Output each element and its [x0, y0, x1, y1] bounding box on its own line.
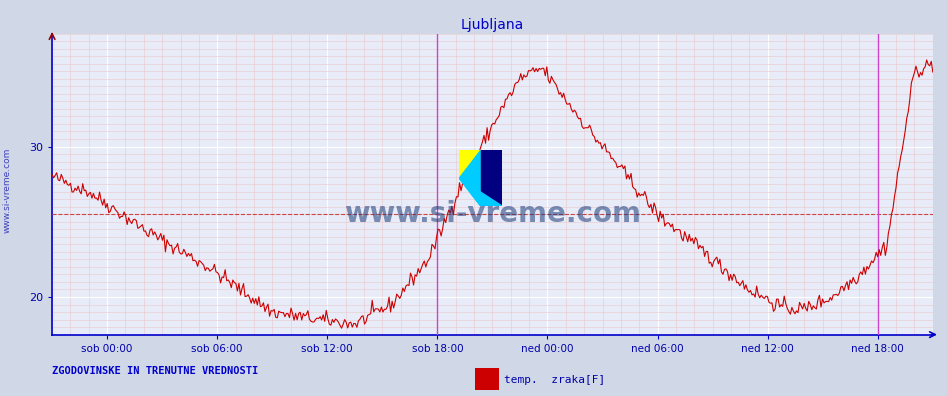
Text: www.si-vreme.com: www.si-vreme.com [3, 147, 12, 233]
Text: www.si-vreme.com: www.si-vreme.com [344, 200, 641, 228]
Title: Ljubljana: Ljubljana [461, 19, 524, 32]
Polygon shape [459, 150, 502, 206]
Polygon shape [481, 150, 502, 206]
Polygon shape [459, 178, 502, 206]
Text: temp.  zraka[F]: temp. zraka[F] [504, 375, 605, 385]
Polygon shape [459, 150, 481, 178]
Text: ZGODOVINSKE IN TRENUTNE VREDNOSTI: ZGODOVINSKE IN TRENUTNE VREDNOSTI [52, 366, 259, 376]
